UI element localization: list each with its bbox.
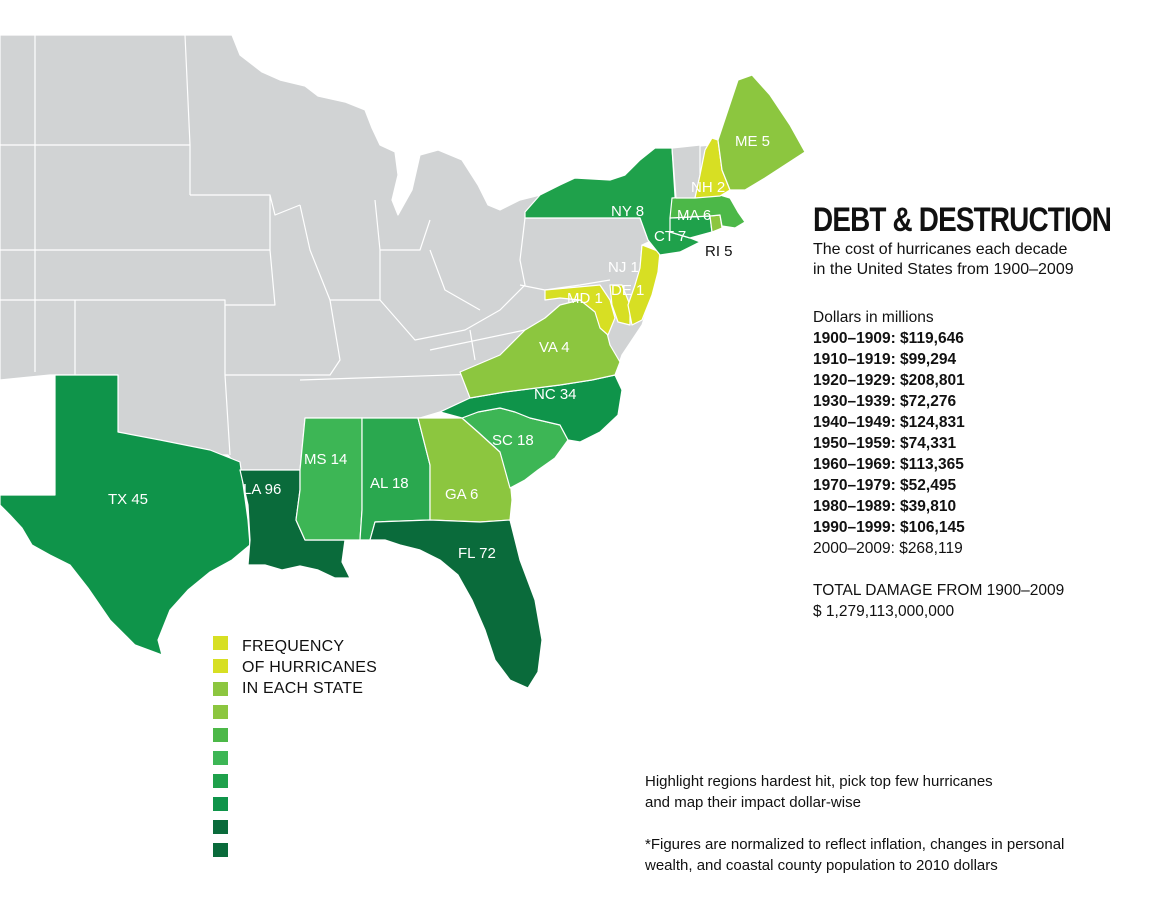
decade-cost: 1970–1979: $52,495 <box>813 477 957 494</box>
label-tx: TX 45 <box>108 491 148 508</box>
label-va: VA 4 <box>539 339 570 356</box>
label-ny: NY 8 <box>611 203 644 220</box>
label-ma: MA 6 <box>677 207 711 224</box>
total-label: TOTAL DAMAGE FROM 1900–2009 <box>813 582 1065 599</box>
legend-title-line: IN EACH STATE <box>242 680 364 697</box>
state-me <box>717 74 806 191</box>
note-line: Highlight regions hardest hit, pick top … <box>645 773 993 790</box>
label-fl: FL 72 <box>458 545 496 562</box>
decade-cost: 1900–1909: $119,646 <box>813 330 964 347</box>
label-ct: CT 7 <box>654 228 686 245</box>
decade-cost: 1930–1939: $72,276 <box>813 393 957 410</box>
legend-title-line: FREQUENCY <box>242 638 345 655</box>
state-nj <box>627 244 661 326</box>
label-al: AL 18 <box>370 475 409 492</box>
decade-cost: 1910–1919: $99,294 <box>813 351 957 368</box>
notes: Highlight regions hardest hit, pick top … <box>645 771 1145 897</box>
legend-swatch <box>213 659 228 673</box>
legend-swatch <box>213 728 228 742</box>
total-value: $ 1,279,113,000,000 <box>813 603 955 620</box>
page-title: DEBT & DESTRUCTION <box>813 201 1112 239</box>
note-footnote: *Figures are normalized to reflect infla… <box>645 834 1145 876</box>
label-nh: NH 2 <box>691 179 725 196</box>
state-tx <box>0 374 251 656</box>
legend-swatch <box>213 636 228 650</box>
label-ms: MS 14 <box>304 451 347 468</box>
decade-cost: 1940–1949: $124,831 <box>813 414 965 431</box>
legend-swatch <box>213 820 228 834</box>
label-la: LA 96 <box>243 481 281 498</box>
decade-cost: 1980–1989: $39,810 <box>813 498 957 515</box>
note-line: *Figures are normalized to reflect infla… <box>645 836 1065 853</box>
label-me: ME 5 <box>735 133 770 150</box>
label-nc: NC 34 <box>534 386 577 403</box>
legend-swatch <box>213 843 228 857</box>
state-md <box>544 284 616 336</box>
decade-cost: 1990–1999: $106,145 <box>813 519 965 536</box>
decade-list: 1900–1909: $119,646 1910–1919: $99,294 1… <box>813 328 1143 559</box>
label-md: MD 1 <box>567 290 603 307</box>
state-va <box>459 299 621 399</box>
state-de <box>609 284 631 326</box>
note-line: wealth, and coastal county population to… <box>645 857 998 874</box>
note-line: and map their impact dollar-wise <box>645 794 861 811</box>
label-ga: GA 6 <box>445 486 478 503</box>
label-nj: NJ 1 <box>608 259 639 276</box>
state-ms <box>295 417 363 541</box>
legend-swatch <box>213 682 228 696</box>
decade-cost: 1950–1959: $74,331 <box>813 435 957 452</box>
units-label: Dollars in millions <box>813 309 934 326</box>
subtitle-line: in the United States from 1900–2009 <box>813 261 1074 278</box>
info-panel: DEBT & DESTRUCTION The cost of hurricane… <box>813 200 1143 622</box>
decade-cost: 1960–1969: $113,365 <box>813 456 964 473</box>
label-ri: RI 5 <box>705 243 733 260</box>
legend-title: FREQUENCY OF HURRICANES IN EACH STATE <box>242 636 377 699</box>
label-sc: SC 18 <box>492 432 534 449</box>
total-damage: TOTAL DAMAGE FROM 1900–2009 $ 1,279,113,… <box>813 580 1143 622</box>
state-fl <box>369 519 543 689</box>
decade-cost: 1920–1929: $208,801 <box>813 372 965 389</box>
legend-title-line: OF HURRICANES <box>242 659 378 676</box>
subtitle: The cost of hurricanes each decade in th… <box>813 240 1143 280</box>
legend-swatch <box>213 705 228 719</box>
label-de: DE 1 <box>611 282 644 299</box>
legend-swatch <box>213 751 228 765</box>
state-ma <box>669 194 746 229</box>
legend-swatch <box>213 797 228 811</box>
note-highlight: Highlight regions hardest hit, pick top … <box>645 771 1145 813</box>
subtitle-line: The cost of hurricanes each decade <box>813 241 1068 258</box>
legend-swatch <box>213 774 228 788</box>
decade-cost: 2000–2009: $268,119 <box>813 540 963 557</box>
